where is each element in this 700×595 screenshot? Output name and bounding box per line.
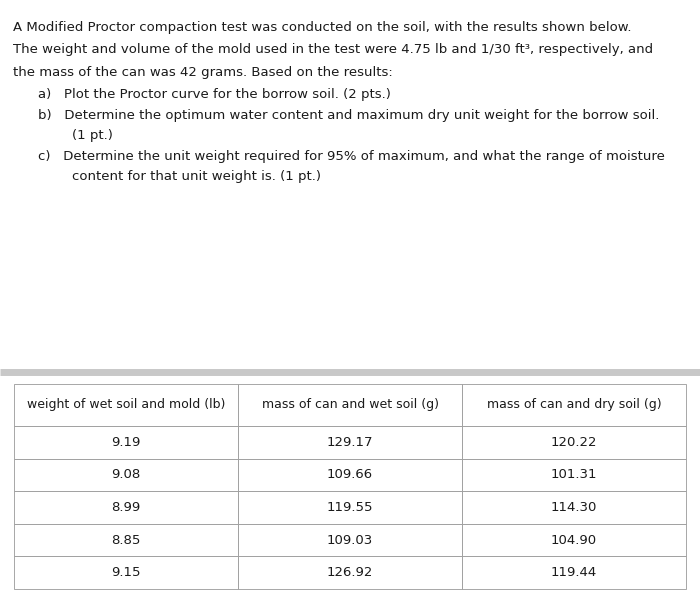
Text: The weight and volume of the mold used in the test were 4.75 lb and 1/30 ft³, re: The weight and volume of the mold used i… (13, 43, 652, 57)
Text: a)   Plot the Proctor curve for the borrow soil. (2 pts.): a) Plot the Proctor curve for the borrow… (38, 87, 391, 101)
Text: b)   Determine the optimum water content and maximum dry unit weight for the bor: b) Determine the optimum water content a… (38, 109, 660, 122)
Text: (1 pt.): (1 pt.) (38, 129, 113, 142)
Text: A Modified Proctor compaction test was conducted on the soil, with the results s: A Modified Proctor compaction test was c… (13, 21, 631, 34)
Text: c)   Determine the unit weight required for 95% of maximum, and what the range o: c) Determine the unit weight required fo… (38, 151, 666, 164)
Text: content for that unit weight is. (1 pt.): content for that unit weight is. (1 pt.) (38, 170, 321, 183)
Text: the mass of the can was 42 grams. Based on the results:: the mass of the can was 42 grams. Based … (13, 66, 392, 79)
